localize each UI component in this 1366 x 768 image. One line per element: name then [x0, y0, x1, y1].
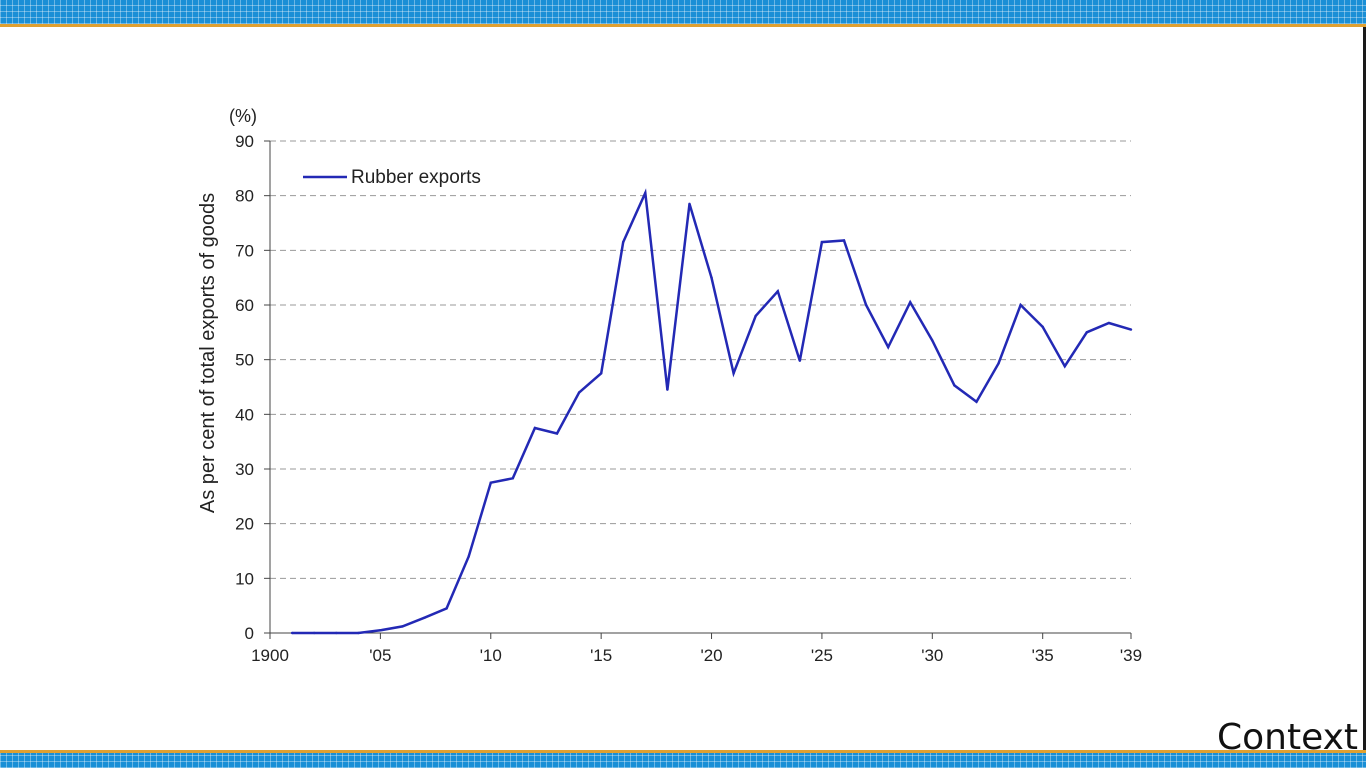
y-axis-label: As per cent of total exports of goods [197, 193, 219, 513]
data-point-1927 [864, 303, 868, 307]
data-point-1906 [401, 625, 404, 628]
data-point-1904 [357, 631, 360, 635]
y-tick-label-90: 90 [235, 132, 254, 151]
data-point-1909 [467, 555, 470, 558]
data-point-1914 [577, 391, 581, 394]
y-tick-label-0: 0 [245, 624, 254, 643]
bottom-accent-line [0, 750, 1366, 753]
legend-label-rubber-exports: Rubber exports [351, 167, 481, 188]
legend: Rubber exports [303, 167, 481, 188]
grid-lines [270, 140, 1131, 579]
x-tick-label-1910: '10 [480, 646, 502, 665]
data-point-1915 [599, 372, 603, 375]
data-point-1920 [710, 276, 713, 279]
data-point-1907 [423, 616, 426, 619]
data-point-1935 [1041, 325, 1044, 329]
x-tick-label-1925: '25 [811, 646, 833, 665]
x-tick-label-1920: '20 [700, 646, 722, 665]
data-point-1908 [445, 607, 448, 610]
data-point-1937 [1085, 331, 1089, 334]
y-tick-label-80: 80 [235, 187, 254, 206]
data-point-1902 [312, 631, 316, 635]
data-point-1931 [953, 384, 956, 387]
y-unit-label: (%) [229, 106, 257, 126]
data-point-1923 [776, 290, 779, 293]
data-point-1934 [1019, 303, 1022, 307]
data-point-1930 [931, 339, 934, 342]
x-tick-label-1905: '05 [369, 646, 391, 665]
bottom-decorative-band [0, 753, 1366, 768]
right-edge-border [1363, 27, 1366, 750]
data-point-1918 [666, 388, 669, 391]
data-point-1910 [489, 481, 492, 484]
series-rubber-exports [290, 188, 1133, 635]
top-accent-line [0, 24, 1366, 27]
x-tick-label-1930: '30 [921, 646, 943, 665]
data-point-1926 [842, 239, 846, 242]
data-point-1925 [820, 240, 824, 244]
data-point-1938 [1107, 321, 1111, 325]
data-point-1928 [886, 345, 890, 349]
data-point-1917 [644, 191, 647, 195]
x-tick-label-1915: '15 [590, 646, 612, 665]
y-tick-label-20: 20 [235, 515, 254, 534]
data-point-1924 [798, 359, 802, 362]
axes [264, 140, 1132, 639]
data-point-1901 [290, 631, 294, 635]
data-point-1912 [533, 426, 537, 430]
y-tick-label-10: 10 [235, 569, 254, 588]
y-tick-label-60: 60 [235, 296, 254, 315]
y-tick-label-30: 30 [235, 460, 254, 479]
series-line-rubber-exports [292, 188, 1132, 635]
data-point-1921 [732, 372, 735, 375]
y-tick-label-50: 50 [235, 351, 254, 370]
data-point-1916 [622, 240, 625, 244]
data-point-1922 [754, 314, 757, 318]
data-point-1939 [1129, 328, 1133, 331]
tick-labels: 0 10 20 30 40 50 60 70 80 90 1900 '05 '10 '15 '20 '25 '3… [235, 132, 1142, 665]
data-point-1913 [555, 432, 559, 435]
data-point-1903 [335, 631, 338, 635]
data-point-1932 [975, 400, 978, 403]
context-label: Context [1216, 717, 1358, 758]
x-tick-label-1900: 1900 [251, 646, 289, 665]
data-point-1919 [688, 202, 691, 206]
data-point-1911 [511, 477, 515, 480]
data-point-1936 [1063, 365, 1066, 368]
y-tick-label-70: 70 [235, 241, 254, 260]
x-tick-label-1939: '39 [1120, 646, 1142, 665]
data-point-1905 [379, 629, 382, 632]
data-point-1933 [997, 362, 1000, 365]
top-decorative-band [0, 0, 1366, 24]
y-tick-label-40: 40 [235, 405, 254, 424]
data-point-1929 [909, 301, 912, 304]
x-tick-label-1935: '35 [1032, 646, 1054, 665]
